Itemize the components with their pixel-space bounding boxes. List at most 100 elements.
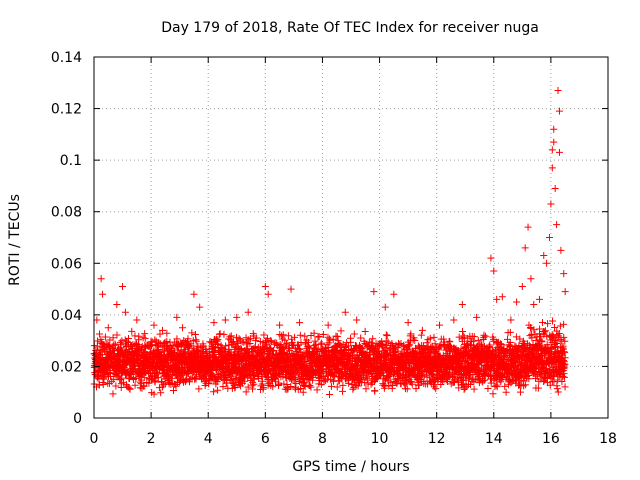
data-point — [516, 335, 524, 343]
data-point — [561, 337, 569, 345]
data-point — [209, 366, 217, 374]
x-tick-label: 0 — [90, 431, 99, 447]
data-point — [556, 336, 564, 344]
data-point — [99, 381, 107, 389]
x-tick-label: 14 — [485, 431, 503, 447]
data-point — [497, 340, 505, 348]
data-point — [235, 335, 243, 343]
data-point — [261, 282, 269, 290]
data-point — [349, 385, 357, 393]
data-point — [544, 360, 552, 368]
data-point — [243, 339, 251, 347]
data-point — [150, 321, 158, 329]
data-point — [560, 333, 568, 341]
data-point — [550, 138, 558, 146]
data-point — [192, 337, 200, 345]
data-point — [131, 381, 139, 389]
data-point — [470, 333, 478, 341]
data-point — [276, 321, 284, 329]
data-point — [437, 380, 445, 388]
data-point — [128, 327, 136, 335]
data-point — [483, 370, 491, 378]
data-point — [326, 336, 334, 344]
data-point — [501, 382, 509, 390]
data-point — [210, 388, 218, 396]
data-point — [96, 330, 104, 338]
data-point — [214, 374, 222, 382]
data-point — [446, 338, 454, 346]
data-point — [407, 330, 415, 338]
data-point — [408, 380, 416, 388]
data-point — [417, 331, 425, 339]
data-point — [307, 331, 315, 339]
data-point — [99, 290, 107, 298]
data-point — [112, 382, 120, 390]
data-point — [455, 333, 463, 341]
data-point — [322, 344, 330, 352]
y-axis-label: ROTI / TECUs — [7, 194, 23, 286]
data-point — [266, 366, 274, 374]
data-point — [361, 379, 369, 387]
data-point — [179, 324, 187, 332]
data-point — [117, 341, 125, 349]
x-tick-label: 2 — [147, 431, 156, 447]
data-point — [150, 390, 158, 398]
data-point — [524, 223, 532, 231]
data-point — [510, 363, 518, 371]
data-point — [337, 327, 345, 335]
data-points — [90, 87, 569, 399]
data-point — [299, 388, 307, 396]
data-point — [314, 344, 322, 352]
data-point — [284, 332, 292, 340]
x-tick-label: 6 — [261, 431, 270, 447]
data-point — [554, 376, 562, 384]
data-point — [386, 372, 394, 380]
data-point — [140, 382, 148, 390]
data-point — [430, 333, 438, 341]
data-point — [271, 377, 279, 385]
data-point — [260, 331, 268, 339]
data-point — [237, 376, 245, 384]
data-point — [555, 148, 563, 156]
data-point — [539, 318, 547, 326]
data-point — [490, 267, 498, 275]
data-point — [301, 382, 309, 390]
data-point — [371, 387, 379, 395]
data-point — [333, 333, 341, 341]
data-point — [450, 316, 458, 324]
data-point — [516, 388, 524, 396]
data-point — [560, 270, 568, 278]
data-point — [541, 327, 549, 335]
data-point — [216, 370, 224, 378]
data-point — [481, 376, 489, 384]
data-point — [240, 338, 248, 346]
data-point — [418, 371, 426, 379]
data-point — [528, 334, 536, 342]
data-point — [118, 337, 126, 345]
data-point — [403, 385, 411, 393]
data-point — [267, 336, 275, 344]
y-tick-label: 0.14 — [51, 50, 82, 66]
data-point — [238, 338, 246, 346]
data-point — [110, 375, 118, 383]
data-point — [362, 385, 370, 393]
data-point — [93, 316, 101, 324]
data-point — [219, 383, 227, 391]
data-point — [555, 107, 563, 115]
data-point — [487, 254, 495, 262]
x-tick-label: 4 — [204, 431, 213, 447]
data-point — [169, 387, 177, 395]
data-point — [292, 380, 300, 388]
data-point — [521, 244, 529, 252]
data-point — [119, 282, 127, 290]
data-point — [169, 379, 177, 387]
data-point — [159, 326, 167, 334]
data-point — [392, 378, 400, 386]
data-point — [291, 333, 299, 341]
data-point — [534, 384, 542, 392]
data-point — [558, 377, 566, 385]
data-point — [557, 246, 565, 254]
data-point — [252, 334, 260, 342]
data-point — [550, 125, 558, 133]
data-point — [508, 377, 516, 385]
